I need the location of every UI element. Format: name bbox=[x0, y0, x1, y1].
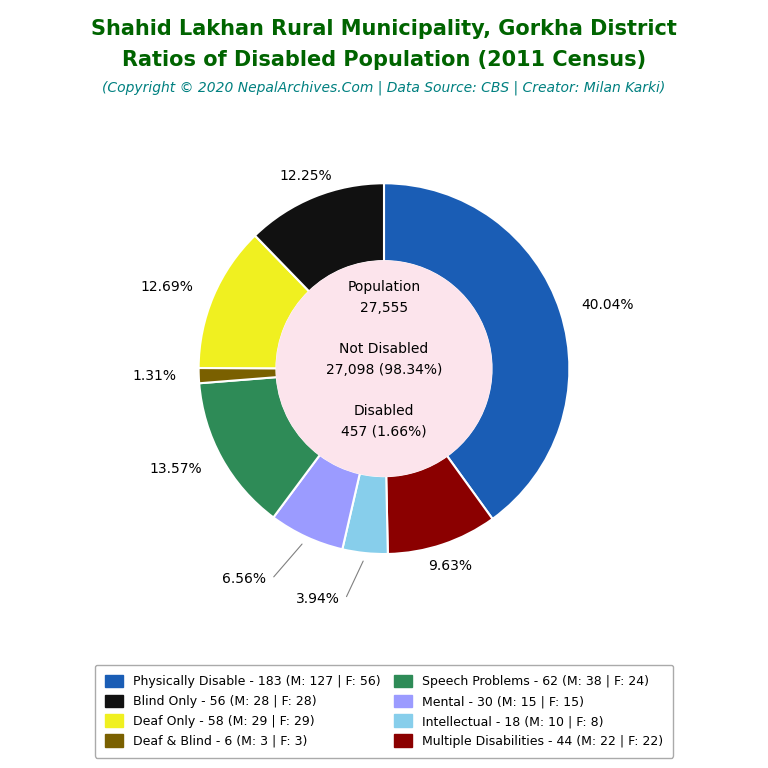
Text: 6.56%: 6.56% bbox=[223, 572, 266, 586]
Text: Population
27,555

Not Disabled
27,098 (98.34%)

Disabled
457 (1.66%): Population 27,555 Not Disabled 27,098 (9… bbox=[326, 280, 442, 439]
Text: 13.57%: 13.57% bbox=[150, 462, 202, 476]
Text: 40.04%: 40.04% bbox=[581, 298, 634, 312]
Wedge shape bbox=[386, 455, 492, 554]
Text: 12.69%: 12.69% bbox=[140, 280, 193, 294]
Text: 12.25%: 12.25% bbox=[280, 169, 333, 184]
Wedge shape bbox=[199, 377, 319, 518]
Text: 1.31%: 1.31% bbox=[133, 369, 177, 383]
Legend: Physically Disable - 183 (M: 127 | F: 56), Blind Only - 56 (M: 28 | F: 28), Deaf: Physically Disable - 183 (M: 127 | F: 56… bbox=[94, 664, 674, 758]
Circle shape bbox=[276, 261, 492, 476]
Wedge shape bbox=[343, 473, 388, 554]
Text: 9.63%: 9.63% bbox=[428, 558, 472, 572]
Text: Ratios of Disabled Population (2011 Census): Ratios of Disabled Population (2011 Cens… bbox=[122, 50, 646, 70]
Text: 3.94%: 3.94% bbox=[296, 592, 339, 606]
Text: Shahid Lakhan Rural Municipality, Gorkha District: Shahid Lakhan Rural Municipality, Gorkha… bbox=[91, 19, 677, 39]
Wedge shape bbox=[199, 368, 276, 383]
Wedge shape bbox=[255, 184, 384, 291]
Text: (Copyright © 2020 NepalArchives.Com | Data Source: CBS | Creator: Milan Karki): (Copyright © 2020 NepalArchives.Com | Da… bbox=[102, 81, 666, 95]
Wedge shape bbox=[273, 455, 360, 549]
Wedge shape bbox=[199, 236, 310, 369]
Wedge shape bbox=[384, 184, 569, 519]
